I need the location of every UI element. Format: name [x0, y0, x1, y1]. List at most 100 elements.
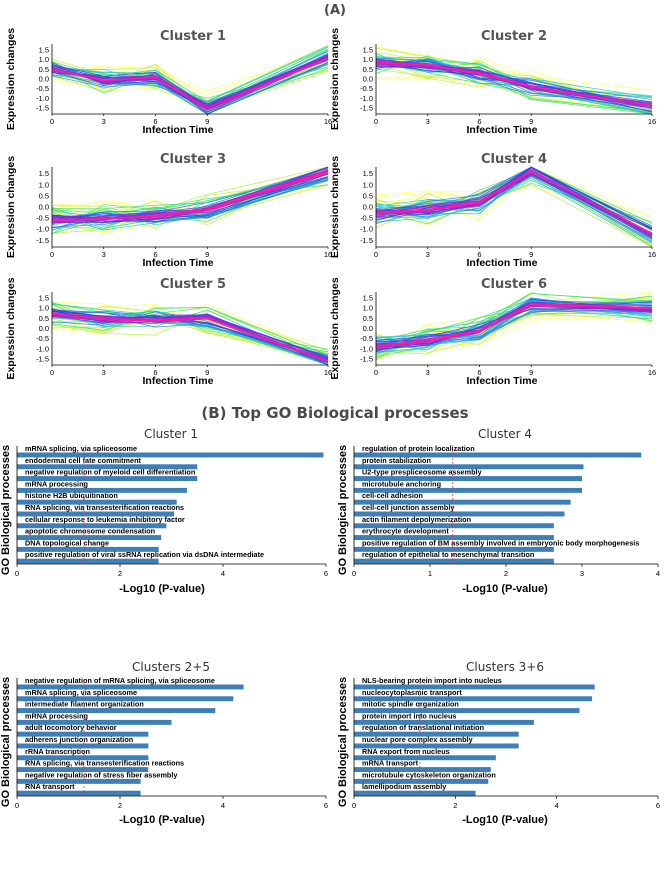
go-clusters-3-6-bar [354, 731, 519, 737]
cluster-5-series-line [51, 303, 329, 365]
go-clusters-2-5-x-label: -Log10 (P-value) [119, 814, 205, 826]
go-cluster-1-bar [17, 523, 167, 529]
go-clusters-2-5-bar [17, 790, 141, 796]
go-clusters-3-6-bar [354, 778, 489, 784]
cluster-2-y-tick-label: 0.5 [363, 65, 373, 74]
go-clusters-3-6-bar [354, 790, 476, 796]
cluster-3-x-label: Infection Time [143, 257, 214, 269]
go-cluster-4-bar [354, 558, 554, 564]
cluster-2-x-tick-label: 0 [374, 117, 378, 126]
go-cluster-1-bar-label: DNA topological change [25, 538, 109, 547]
cluster-2-y-tick-label: 1.0 [363, 55, 373, 64]
cluster-2-series-line [375, 66, 653, 109]
cluster-2-series-line [375, 55, 653, 110]
cluster-6-series-group [375, 291, 653, 360]
cluster-5-series-line [51, 305, 329, 366]
go-clusters-3-6-x-tick-label: 6 [656, 801, 660, 810]
go-cluster-1-y-label: GO Biological processes [0, 445, 12, 575]
cluster-6-x-tick-label: 9 [529, 368, 533, 377]
cluster-4-x-tick-label: 3 [426, 250, 430, 259]
cluster-5-x-tick-label: 16 [324, 368, 332, 377]
go-clusters-2-5-bar [17, 778, 141, 784]
go-clusters-3-6-bar-label: protein import into nucleus [362, 711, 456, 720]
cluster-4-x-tick-label: 6 [477, 250, 481, 259]
panel-b-label: (B) Top GO Biological processes [201, 404, 468, 422]
go-clusters-2-5-bar-label: mRNA processing [25, 711, 88, 720]
cluster-5-x-tick-label: 9 [205, 368, 209, 377]
go-cluster-4-bar-label: microtubule anchoring [362, 479, 441, 488]
go-clusters-2-5-bar-label: negative regulation of mRNA splicing, vi… [25, 676, 215, 685]
cluster-4-x-tick-label: 9 [529, 250, 533, 259]
go-clusters-2-5-bar-label: RNA transport [25, 782, 75, 791]
go-clusters-3-6-bar-label: nuclear pore complex assembly [362, 735, 474, 744]
cluster-1-series-line [51, 57, 329, 109]
cluster-1-y-tick-label: -1.5 [36, 104, 49, 113]
cluster-6-series-line [375, 303, 653, 347]
cluster-5-y-tick-label: 0.5 [39, 314, 49, 323]
go-clusters-3-6-chart: Clusters 3+6 NLS-bearing protein import i… [337, 660, 660, 826]
cluster-3-y-tick-label: 1.0 [39, 180, 49, 189]
cluster-2-y-tick-label: 0.0 [363, 75, 373, 84]
cluster-5-chart: Cluster 5 1.51.00.50.0-0.5-1.0-1.50 3 6 9 16 I… [5, 277, 332, 387]
go-cluster-4-bar-label: U2-type prespliceosome assembly [362, 468, 483, 477]
cluster-2-series-group [375, 45, 653, 115]
go-cluster-1-title: Cluster 1 [144, 427, 198, 441]
cluster-6-y-tick-label: -1.5 [360, 354, 373, 363]
go-cluster-4-bar-label: regulation of protein localization [362, 444, 475, 453]
go-clusters-3-6-x-label: -Log10 (P-value) [462, 814, 548, 826]
cluster-2-x-tick-label: 3 [426, 117, 430, 126]
go-clusters-3-6-bar-label: mRNA transport [362, 759, 419, 768]
cluster-2-title: Cluster 2 [481, 29, 547, 44]
cluster-5-y-tick-label: -1.5 [36, 354, 49, 363]
cluster-1-series-line [51, 62, 329, 115]
go-cluster-4-x-tick-label: 3 [580, 569, 584, 578]
go-cluster-4-title: Cluster 4 [478, 427, 532, 441]
go-clusters-3-6-bar [354, 708, 580, 714]
go-clusters-2-5-bar-label: adult locomotory behavior [25, 723, 117, 732]
go-clusters-3-6-bar [354, 719, 534, 725]
cluster-5-y-tick-label: -1.0 [36, 344, 49, 353]
cluster-3-y-tick-label: -0.5 [36, 214, 49, 223]
go-cluster-1-bar-label: apoptotic chromosome condensation [25, 527, 155, 536]
cluster-4-y-tick-label: 0.0 [363, 203, 373, 212]
cluster-6-x-label: Infection Time [467, 375, 538, 387]
cluster-2-series-line [375, 60, 653, 112]
go-cluster-4-y-label: GO Biological processes [337, 445, 349, 575]
cluster-1-chart: Cluster 1 1.51.00.50.0-0.5-1.0-1.50 3 6 9 16 I… [5, 28, 332, 136]
cluster-2-series-line [375, 68, 653, 113]
panel-a-label: (A) [324, 3, 346, 18]
cluster-6-x-tick-label: 0 [374, 368, 378, 377]
cluster-3-x-tick-label: 0 [50, 250, 54, 259]
cluster-4-y-tick-label: -1.0 [360, 225, 373, 234]
go-clusters-2-5-bar [17, 684, 244, 690]
go-clusters-2-5-bar-label: rRNA transcription [25, 747, 90, 756]
cluster-3-title: Cluster 3 [160, 152, 226, 167]
go-clusters-2-5-chart: Clusters 2+5 negative regulation of mRNA … [0, 660, 328, 826]
go-clusters-3-6-bar-label: microtubule cytoskeleton organization [362, 770, 496, 779]
cluster-1-title: Cluster 1 [160, 29, 226, 44]
cluster-6-x-tick-label: 16 [648, 368, 656, 377]
cluster-1-x-tick-label: 9 [205, 117, 209, 126]
cluster-2-chart: Cluster 2 1.51.00.50.0-0.5-1.0-1.50 3 6 9 16 I… [329, 28, 656, 136]
cluster-6-series-line [375, 309, 653, 341]
cluster-4-y-tick-label: 1.5 [363, 169, 373, 178]
cluster-1-series-group [51, 45, 329, 115]
cluster-5-series-line [51, 306, 329, 356]
go-cluster-1-bar [17, 476, 198, 482]
go-cluster-1-bar [17, 499, 177, 505]
cluster-5-title: Cluster 5 [160, 277, 226, 292]
go-cluster-4-bar-label: actin filament depolymerization [362, 515, 471, 524]
cluster-5-y-tick-label: -0.5 [36, 334, 49, 343]
go-clusters-3-6-y-label: GO Biological processes [337, 677, 349, 807]
go-cluster-4-bar [354, 464, 584, 470]
cluster-4-x-tick-label: 16 [648, 250, 656, 259]
go-cluster-1-x-tick-label: 2 [118, 569, 122, 578]
cluster-1-y-tick-label: 0.5 [39, 65, 49, 74]
cluster-5-x-label: Infection Time [143, 375, 214, 387]
cluster-3-series-line [51, 184, 329, 214]
go-clusters-2-5-bar [17, 731, 149, 737]
cluster-6-y-label: Expression changes [329, 277, 341, 379]
cluster-1-series-line [51, 58, 329, 111]
cluster-4-x-tick-label: 0 [374, 250, 378, 259]
